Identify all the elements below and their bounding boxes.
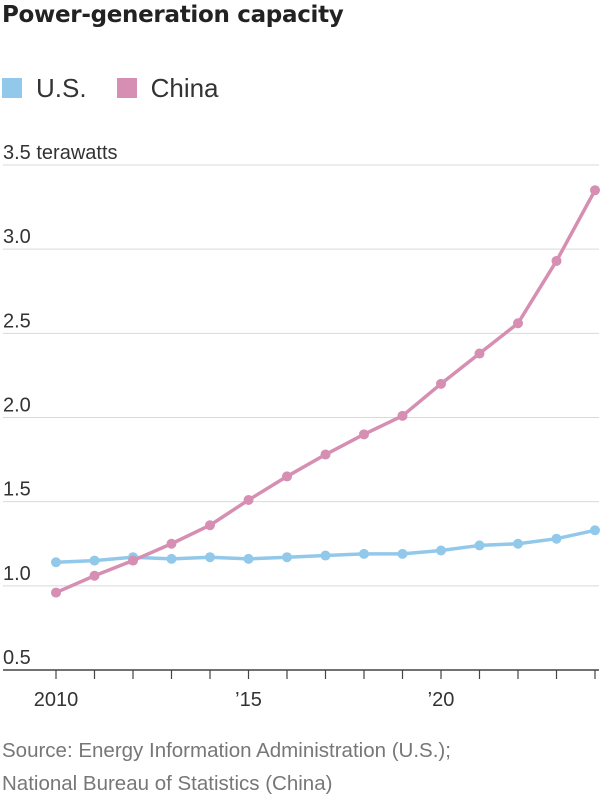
source-note: Source: Energy Information Administratio… <box>2 734 598 800</box>
series-china <box>51 185 600 598</box>
data-point-us-2018 <box>359 548 369 559</box>
series-layer <box>51 185 600 598</box>
data-point-china-2014 <box>205 520 215 531</box>
series-line-china <box>54 188 597 595</box>
data-point-us-2016 <box>282 552 292 563</box>
data-point-us-2015 <box>243 553 254 564</box>
data-point-china-2022 <box>513 318 523 329</box>
data-point-china-2018 <box>359 429 369 440</box>
data-point-us-2022 <box>513 538 523 549</box>
data-point-china-2011 <box>89 570 100 581</box>
data-point-us-2017 <box>320 550 331 561</box>
y-tick-label-0: 0.5 <box>3 647 31 669</box>
x-tick-label-0: 2010 <box>34 689 79 711</box>
data-point-china-2020 <box>436 378 446 389</box>
y-tick-label-4: 2.5 <box>3 310 31 332</box>
data-point-us-2020 <box>436 545 446 556</box>
data-point-us-2014 <box>205 552 215 563</box>
y-tick-label-5: 3.0 <box>3 226 31 248</box>
data-point-us-2019 <box>397 548 408 559</box>
x-axis: 2010 ’15 ’20 <box>3 669 599 711</box>
legend-item-china: China <box>116 72 219 104</box>
data-point-china-2023 <box>551 255 562 266</box>
data-point-china-2010 <box>51 587 61 598</box>
y-tick-label-3: 2.0 <box>3 395 31 417</box>
data-point-us-2010 <box>51 557 61 568</box>
data-point-us-2013 <box>166 553 177 564</box>
data-point-china-2016 <box>282 471 292 482</box>
data-point-us-2021 <box>474 540 485 551</box>
legend: U.S. China <box>2 72 249 104</box>
legend-label-us: U.S. <box>36 72 87 103</box>
y-tick-label-6: 3.5 terawatts <box>3 142 118 164</box>
data-point-china-2024 <box>590 185 600 196</box>
data-point-china-2012 <box>128 555 138 566</box>
legend-item-us: U.S. <box>2 73 87 104</box>
gridlines: 0.5 1.0 1.5 2.0 2.5 3.0 3.5 terawatts <box>3 142 599 669</box>
series-us <box>51 525 600 568</box>
data-point-china-2021 <box>474 348 485 359</box>
data-point-china-2019 <box>397 410 408 421</box>
legend-label-china: China <box>150 72 219 103</box>
legend-swatch-china <box>116 78 137 98</box>
chart-title: Power-generation capacity <box>2 2 344 28</box>
data-point-us-2011 <box>89 555 100 566</box>
source-line-2: National Bureau of Statistics (China) <box>2 772 333 795</box>
data-point-us-2023 <box>551 533 562 544</box>
data-point-us-2024 <box>590 525 600 536</box>
data-point-china-2015 <box>243 494 254 505</box>
data-point-china-2013 <box>166 538 177 549</box>
source-line-1: Source: Energy Information Administratio… <box>2 739 451 762</box>
x-tick-label-2: ’20 <box>428 689 455 711</box>
y-tick-label-1: 1.0 <box>3 563 31 585</box>
x-tick-label-1: ’15 <box>235 689 262 711</box>
legend-swatch-us <box>2 78 22 98</box>
y-tick-label-2: 1.5 <box>3 479 31 501</box>
data-point-china-2017 <box>320 449 331 460</box>
